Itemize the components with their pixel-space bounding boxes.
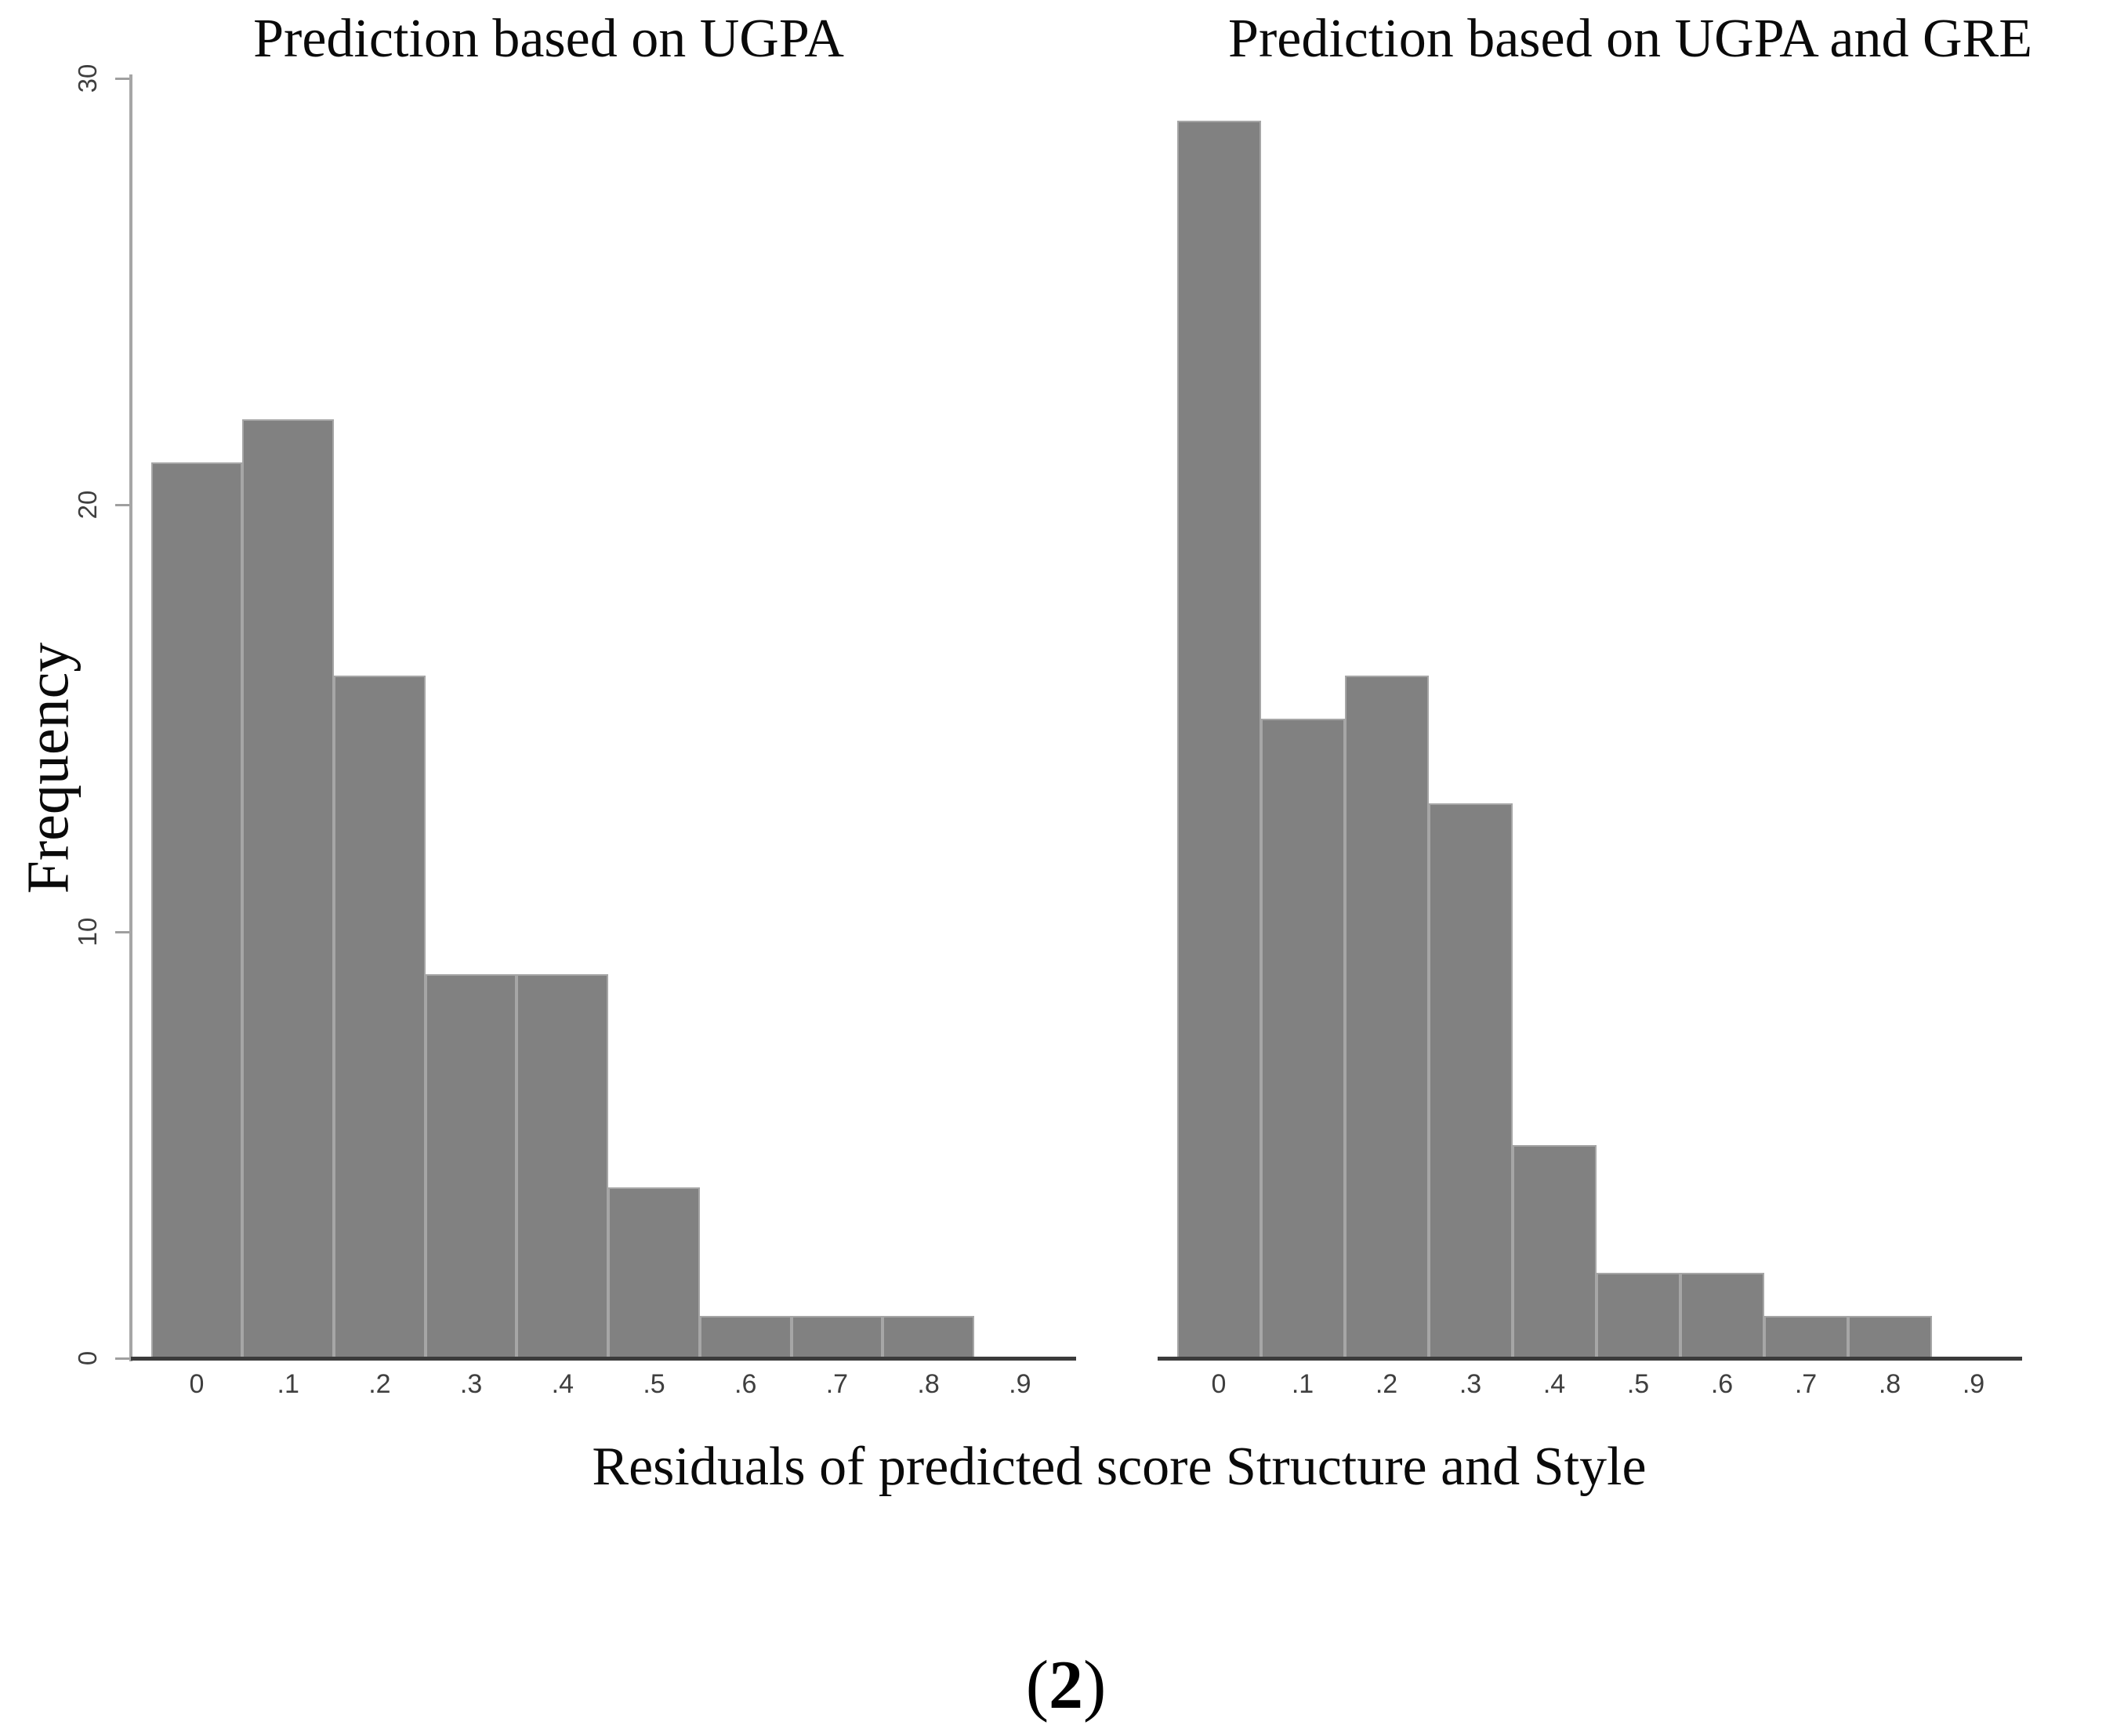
x-tick-label: .8 bbox=[1878, 1369, 1901, 1399]
x-tick-label: .2 bbox=[1375, 1369, 1398, 1399]
x-tick-label: 0 bbox=[189, 1369, 205, 1399]
x-tick-label: .3 bbox=[1459, 1369, 1482, 1399]
y-tick-label: 30 bbox=[73, 63, 102, 93]
histogram-bar bbox=[334, 676, 426, 1358]
x-axis-line-right bbox=[1158, 1357, 2022, 1361]
histogram-bar bbox=[1512, 1144, 1597, 1358]
histogram-bar bbox=[1680, 1273, 1764, 1358]
y-tick-label: 0 bbox=[73, 1350, 102, 1366]
histogram-bar bbox=[1260, 718, 1345, 1358]
y-tick-mark bbox=[115, 504, 129, 507]
y-tick-label: 10 bbox=[73, 917, 102, 947]
right-histogram-title: Prediction based on UGPA and GRE bbox=[1228, 9, 2032, 69]
x-tick-label: .2 bbox=[368, 1369, 391, 1399]
x-tick-label: .6 bbox=[1710, 1369, 1734, 1399]
x-tick-label: .4 bbox=[551, 1369, 574, 1399]
histogram-bar bbox=[791, 1315, 883, 1358]
histogram-bar bbox=[517, 974, 609, 1358]
figure-caption: (2) bbox=[1026, 1646, 1107, 1725]
x-tick-label: .7 bbox=[1794, 1369, 1818, 1399]
x-tick-label: .7 bbox=[825, 1369, 849, 1399]
caption-open-paren: ( bbox=[1025, 1647, 1049, 1723]
left-histogram-title: Prediction based on UGPA bbox=[253, 9, 844, 69]
histogram-bar bbox=[608, 1187, 700, 1358]
x-axis-label: Residuals of predicted score Structure a… bbox=[592, 1437, 1647, 1497]
y-axis-line bbox=[129, 74, 132, 1361]
histogram-bar bbox=[699, 1315, 792, 1358]
x-tick-label: .8 bbox=[917, 1369, 940, 1399]
x-tick-label: .1 bbox=[277, 1369, 299, 1399]
x-tick-label: .5 bbox=[1626, 1369, 1650, 1399]
x-tick-label: 0 bbox=[1211, 1369, 1227, 1399]
x-tick-label: .6 bbox=[734, 1369, 757, 1399]
caption-close-paren: ) bbox=[1083, 1647, 1107, 1723]
histogram-bar bbox=[883, 1315, 974, 1358]
x-tick-label: .4 bbox=[1542, 1369, 1566, 1399]
histogram-bar bbox=[1428, 803, 1513, 1358]
histogram-bar bbox=[425, 974, 517, 1358]
y-tick-mark bbox=[115, 1357, 129, 1360]
x-axis-line-left bbox=[131, 1357, 1076, 1361]
histogram-bar bbox=[1763, 1315, 1848, 1358]
y-tick-mark bbox=[115, 78, 129, 80]
y-tick-mark bbox=[115, 930, 129, 933]
y-tick-label: 20 bbox=[73, 490, 102, 520]
histogram-bar bbox=[242, 419, 335, 1358]
caption-number: 2 bbox=[1049, 1647, 1083, 1723]
x-tick-label: .9 bbox=[1009, 1369, 1031, 1399]
histogram-bar bbox=[1847, 1315, 1932, 1358]
x-tick-label: .9 bbox=[1962, 1369, 1985, 1399]
histogram-bar bbox=[1344, 676, 1429, 1358]
x-tick-label: .5 bbox=[643, 1369, 665, 1399]
x-tick-label: .3 bbox=[459, 1369, 483, 1399]
histogram-bar bbox=[150, 462, 243, 1358]
histogram-bar bbox=[1176, 121, 1261, 1358]
histogram-bar bbox=[1596, 1273, 1680, 1358]
x-tick-label: .1 bbox=[1291, 1369, 1314, 1399]
